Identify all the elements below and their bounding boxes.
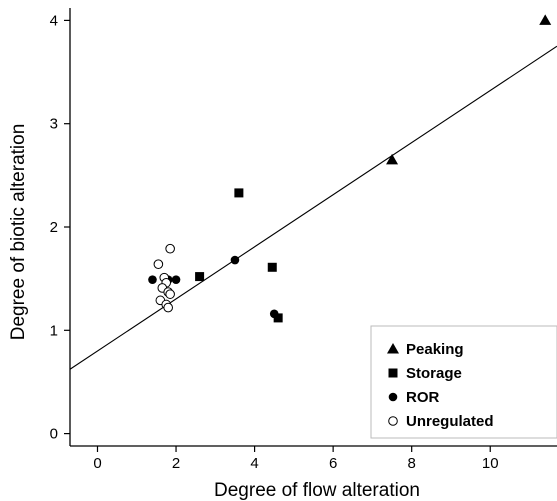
- data-point-ror: [148, 275, 157, 284]
- y-tick-label: 1: [50, 322, 58, 339]
- legend-marker-ror: [388, 392, 398, 402]
- x-tick-label: 0: [93, 455, 101, 472]
- legend-marker-storage: [388, 368, 398, 378]
- legend-label-storage: Storage: [406, 365, 462, 382]
- legend-label-peaking: Peaking: [406, 341, 464, 358]
- data-point-peaking: [539, 14, 552, 25]
- axis-ticks: 0 2 4 6 8 10 0 1 2 3 4: [50, 12, 499, 472]
- x-tick-label: 2: [172, 455, 180, 472]
- data-point-peaking: [386, 153, 399, 165]
- data-point-unregulated: [153, 259, 164, 269]
- legend: Peaking Storage ROR Unregulated: [370, 325, 557, 439]
- x-axis-title: Degree of flow alteration: [214, 480, 420, 501]
- y-tick-label: 3: [50, 116, 58, 133]
- data-points: [148, 14, 552, 323]
- x-tick-label: 10: [482, 455, 499, 472]
- x-tick-label: 6: [329, 455, 337, 472]
- data-point-storage: [234, 188, 244, 198]
- legend-label-unregulated: Unregulated: [406, 413, 494, 430]
- y-tick-label: 2: [50, 219, 58, 236]
- trend-line: [69, 45, 557, 370]
- data-point-unregulated: [165, 289, 175, 299]
- y-tick-label: 0: [50, 426, 58, 443]
- trend-line-group: [69, 45, 557, 370]
- data-point-storage: [267, 262, 277, 272]
- legend-label-ror: ROR: [406, 389, 440, 406]
- legend-box: [370, 325, 557, 439]
- legend-marker-peaking: [387, 343, 399, 354]
- y-tick-label: 4: [50, 12, 58, 29]
- data-point-ror: [269, 309, 279, 319]
- data-point-ror: [230, 255, 240, 265]
- x-tick-label: 4: [250, 455, 258, 472]
- data-point-storage: [273, 313, 283, 323]
- data-point-unregulated: [163, 302, 173, 313]
- y-axis-title: Degree of biotic alteration: [8, 124, 29, 341]
- data-point-ror: [171, 275, 181, 284]
- legend-marker-unregulated: [388, 416, 398, 426]
- data-point-storage: [195, 272, 205, 282]
- x-tick-label: 8: [408, 455, 416, 472]
- data-point-unregulated: [165, 243, 175, 254]
